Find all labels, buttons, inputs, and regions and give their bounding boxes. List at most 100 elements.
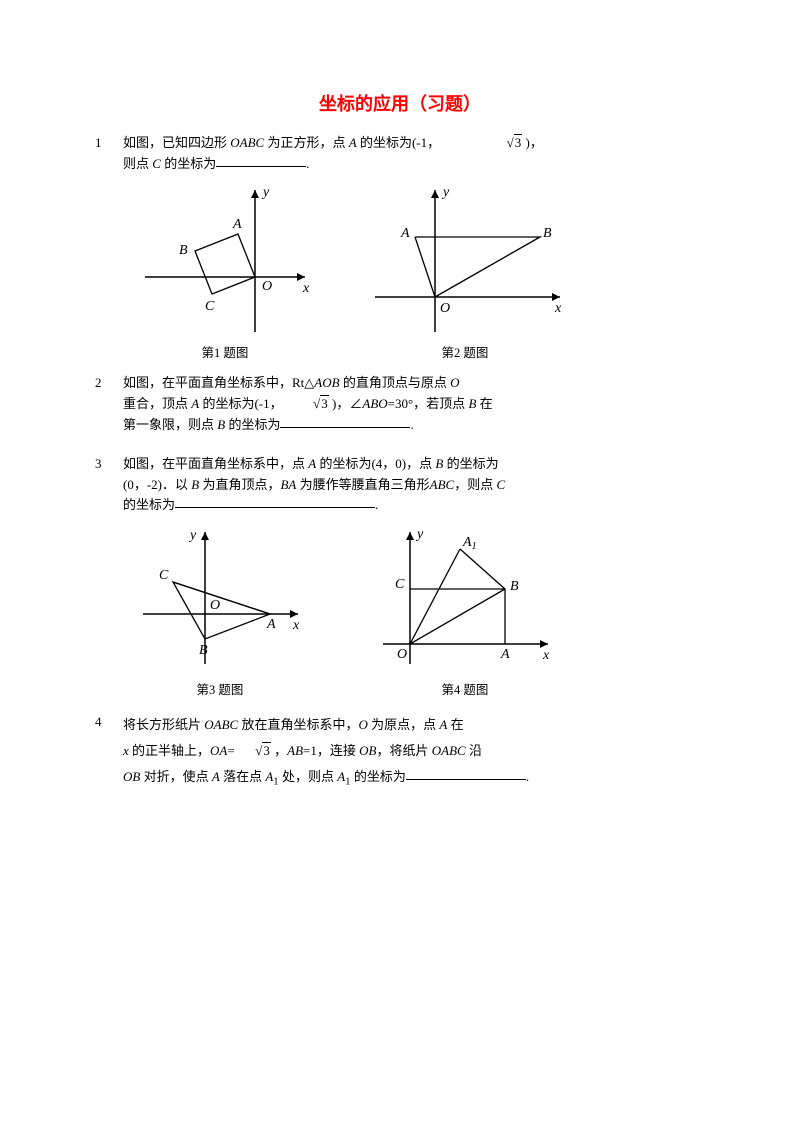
t: .	[306, 156, 309, 171]
svg-text:C: C	[395, 577, 405, 592]
t: 放在直角坐标系中，	[238, 717, 358, 732]
page-title: 坐标的应用（习题）	[95, 90, 705, 119]
t: 则点	[123, 156, 152, 171]
t: 第一象限，则点	[123, 417, 217, 432]
t: 重合，顶点	[123, 396, 191, 411]
svg-text:A: A	[266, 617, 276, 632]
t: O	[358, 717, 367, 732]
problem-text: 如图，在平面直角坐标系中，点 A 的坐标为(4，0)，点 B 的坐标为 (0，-…	[123, 454, 705, 516]
t: )，	[522, 135, 543, 150]
problem-1: 1 如图，已知四边形 OABC 为正方形，点 A 的坐标为(-1， 3 )， 则…	[95, 133, 705, 175]
diagram-4: x y O A B C A1	[375, 524, 555, 674]
t: OA	[210, 743, 227, 758]
figure-1: x y O A B C 第1 题图	[135, 182, 315, 363]
svg-text:x: x	[292, 618, 300, 633]
t: B	[191, 477, 199, 492]
answer-blank	[216, 153, 306, 167]
t: A	[212, 769, 220, 784]
t: C	[496, 477, 505, 492]
sqrt-val: 3	[514, 134, 523, 150]
t: 如图，在平面直角坐标系中，点	[123, 456, 308, 471]
t: AOB	[314, 375, 339, 390]
diagram-3: x y O A B C	[135, 524, 305, 674]
t: 处，则点	[279, 769, 338, 784]
sqrt-icon: 3	[507, 133, 523, 154]
t: AB	[287, 743, 303, 758]
t: 的坐标为(-1，	[199, 396, 282, 411]
figure-caption: 第4 题图	[442, 680, 489, 700]
t: A	[337, 769, 345, 784]
t: =1，连接	[303, 743, 359, 758]
problem-2: 2 如图，在平面直角坐标系中，Rt△AOB 的直角顶点与原点 O 重合，顶点 A…	[95, 373, 705, 435]
svg-text:O: O	[210, 598, 220, 613]
t: .	[526, 769, 529, 784]
t: 的坐标为(-1，	[357, 135, 440, 150]
t: ABO	[362, 396, 387, 411]
svg-text:O: O	[440, 301, 450, 316]
t: 沿	[466, 743, 482, 758]
diagram-1: x y O A B C	[135, 182, 315, 337]
t: BA	[280, 477, 296, 492]
svg-text:y: y	[415, 527, 424, 542]
t: 为直角顶点，	[199, 477, 280, 492]
svg-text:B: B	[510, 579, 519, 594]
svg-text:A: A	[400, 226, 410, 241]
t: 的坐标为	[443, 456, 498, 471]
svg-text:O: O	[397, 647, 407, 662]
answer-blank	[280, 414, 410, 428]
t: 的坐标为	[225, 417, 280, 432]
t: 对折，使点	[140, 769, 212, 784]
problem-text: 如图，已知四边形 OABC 为正方形，点 A 的坐标为(-1， 3 )， 则点 …	[123, 133, 705, 175]
svg-text:x: x	[554, 301, 562, 316]
svg-text:C: C	[159, 568, 169, 583]
t: 在	[476, 396, 492, 411]
problem-number: 3	[95, 454, 123, 516]
figure-3: x y O A B C 第3 题图	[135, 524, 305, 700]
diagram-2: x y O A B	[365, 182, 565, 337]
svg-text:y: y	[188, 528, 197, 543]
t: OB	[123, 769, 140, 784]
t: ，则点	[454, 477, 496, 492]
svg-text:y: y	[261, 185, 270, 200]
t: OB	[359, 743, 376, 758]
page: 坐标的应用（习题） 1 如图，已知四边形 OABC 为正方形，点 A 的坐标为(…	[0, 0, 800, 1132]
svg-text:y: y	[441, 185, 450, 200]
svg-text:A1: A1	[462, 535, 477, 552]
t: ，	[271, 743, 287, 758]
figure-2: x y O A B 第2 题图	[365, 182, 565, 363]
problem-number: 2	[95, 373, 123, 435]
t: )，∠	[329, 396, 363, 411]
t: 为原点，点	[368, 717, 440, 732]
svg-text:x: x	[302, 281, 310, 296]
t: 的正半轴上，	[129, 743, 210, 758]
t: 的坐标为	[161, 156, 216, 171]
figure-caption: 第3 题图	[197, 680, 244, 700]
svg-text:B: B	[179, 243, 188, 258]
figure-caption: 第1 题图	[202, 343, 249, 363]
t: 将长方形纸片	[123, 717, 204, 732]
svg-text:B: B	[543, 226, 552, 241]
t: 在	[447, 717, 463, 732]
t: (0，-2)．以	[123, 477, 191, 492]
t: =30°，若顶点	[388, 396, 469, 411]
sqrt-val: 3	[320, 395, 329, 411]
t: O	[450, 375, 459, 390]
svg-text:x: x	[542, 648, 550, 663]
t: 落在点	[220, 769, 266, 784]
t: 的坐标为	[123, 497, 175, 512]
t: 如图，在平面直角坐标系中，Rt△	[123, 375, 314, 390]
answer-blank	[406, 766, 526, 780]
t: OABC	[204, 717, 238, 732]
sqrt-val: 3	[262, 742, 271, 758]
t: ABC	[430, 477, 455, 492]
t: OABC	[230, 135, 264, 150]
svg-text:O: O	[262, 279, 272, 294]
sqrt-icon: 3	[313, 394, 329, 415]
problem-text: 将长方形纸片 OABC 放在直角坐标系中，O 为原点，点 A 在 x 的正半轴上…	[123, 712, 705, 793]
t: 如图，已知四边形	[123, 135, 230, 150]
t: 的直角顶点与原点	[340, 375, 451, 390]
t: =	[227, 743, 234, 758]
figure-4: x y O A B C A1 第4 题图	[375, 524, 555, 700]
svg-text:A: A	[232, 217, 242, 232]
figure-caption: 第2 题图	[442, 343, 489, 363]
